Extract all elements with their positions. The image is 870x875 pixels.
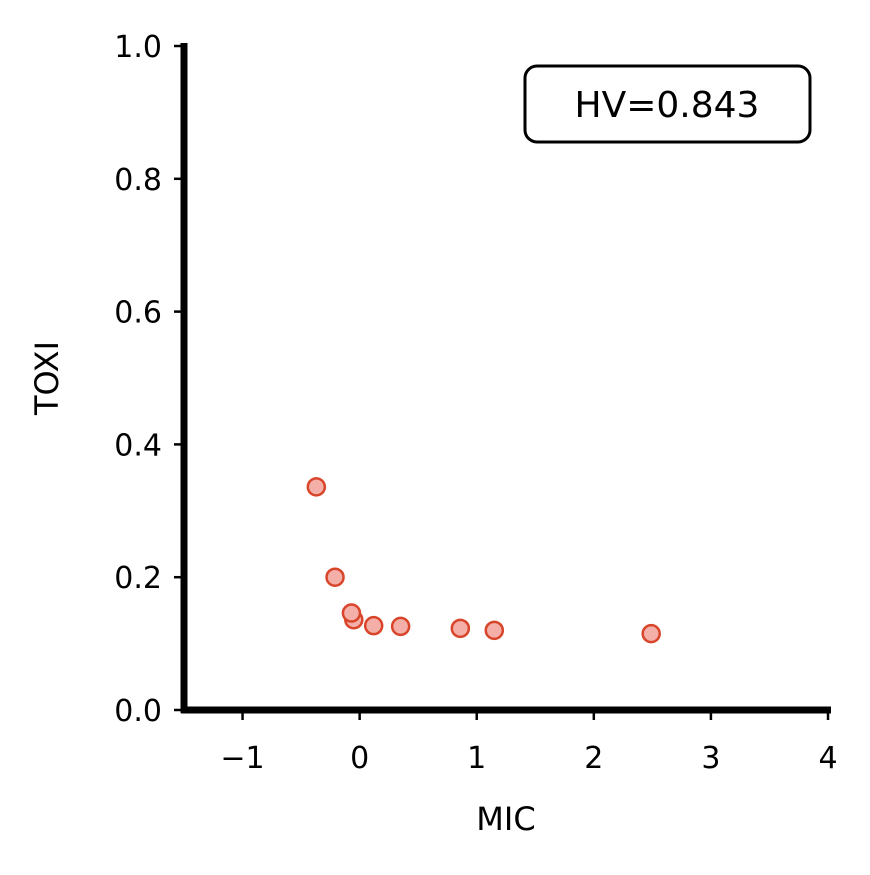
points-layer — [306, 477, 661, 644]
data-point — [450, 618, 471, 639]
data-point — [390, 616, 411, 637]
y-tick-label: 0.2 — [114, 561, 162, 596]
data-point — [484, 620, 505, 641]
y-tick-label: 0.8 — [114, 163, 162, 198]
data-point — [306, 477, 327, 497]
hv-annotation: HV=0.843 — [523, 64, 812, 144]
x-tick-label: 0 — [350, 741, 369, 776]
y-tick-label: 1.0 — [114, 30, 162, 65]
x-axis-title: MIC — [476, 800, 535, 838]
x-tick-label: 3 — [701, 741, 720, 776]
y-axis-title: TOXI — [28, 341, 66, 416]
x-tick-label: 1 — [467, 741, 486, 776]
y-tick-label: 0.4 — [114, 428, 162, 463]
hv-annotation-box — [523, 64, 812, 144]
data-point — [341, 603, 362, 623]
data-point — [325, 567, 345, 587]
data-point — [363, 615, 384, 636]
y-tick-label: 0.6 — [114, 296, 162, 331]
data-point — [641, 623, 661, 644]
y-tick-label: 0.0 — [114, 694, 162, 729]
x-tick-label: 4 — [818, 741, 837, 776]
ticks-layer: −1 0 1 2 3 4 0.0 0.2 0.4 0.6 0.8 1.0 — [114, 30, 837, 776]
x-tick-label: 2 — [584, 741, 603, 776]
hv-annotation-text: HV=0.843 — [575, 85, 760, 126]
x-tick-label: −1 — [220, 741, 264, 776]
